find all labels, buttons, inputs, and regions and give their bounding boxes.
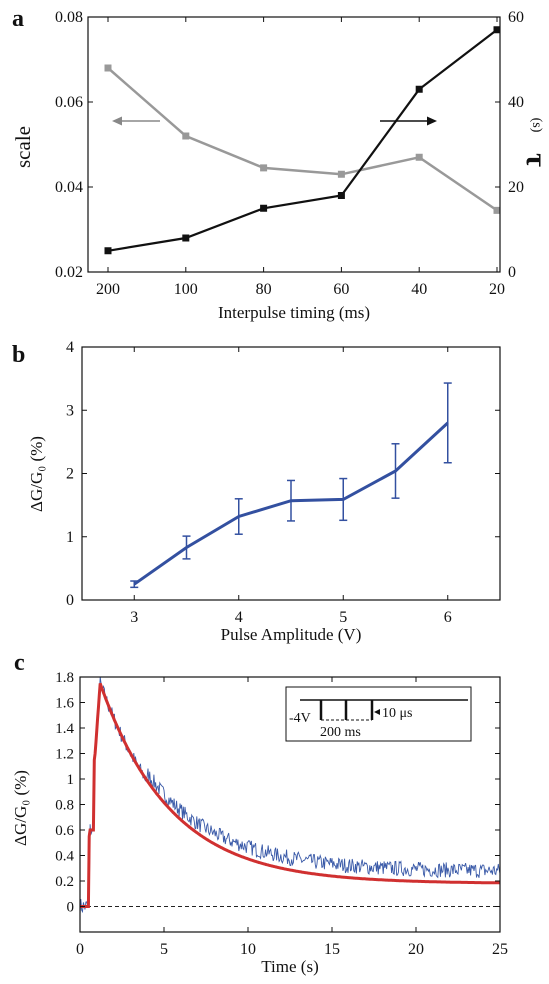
panel-c-xlabel: Time (s) — [261, 957, 318, 976]
panel-b-ytick-label: 1 — [66, 529, 74, 546]
panel-a-series — [104, 26, 501, 255]
panel-b-xlabel: Pulse Amplitude (V) — [221, 625, 362, 644]
panel-c-ytick-label: 0.8 — [55, 798, 74, 814]
inset-width-arrow — [374, 709, 380, 715]
panel-b-xtick-label: 5 — [339, 609, 347, 626]
inset-pulses — [319, 700, 374, 720]
panel-a-series-1-line — [107, 28, 498, 252]
panel-a-ytick-left-label: 0.04 — [55, 179, 83, 196]
panel-b-letter: b — [12, 342, 25, 368]
panel-c-xtick-label: 0 — [76, 941, 84, 958]
panel-b-frame — [81, 346, 501, 601]
panel-c-ytick-label: 1.6 — [55, 696, 74, 712]
panel-a-series-0-point — [182, 132, 190, 140]
panel-a-xtick-label: 40 — [411, 281, 427, 298]
inset-period-label: 200 ms — [320, 725, 361, 740]
panel-c-ytick-label: 1 — [67, 772, 75, 788]
panel-a-ytick-right-label: 40 — [508, 94, 524, 111]
panel-c-xtick-label: 20 — [408, 941, 424, 958]
panel-a-series-0-point — [260, 164, 268, 172]
panel-a-left-arrow — [112, 116, 160, 126]
panel-a-series-1-point — [104, 247, 112, 255]
panel-a-series-0-line — [107, 67, 498, 212]
inset-voltage-label: -4V — [289, 711, 311, 726]
panel-b-series — [130, 382, 452, 589]
panel-c-xtick-label: 5 — [160, 941, 168, 958]
panel-a-series-0-point — [415, 153, 423, 161]
panel-c-measured-trace — [79, 676, 501, 916]
panel-c-series — [79, 676, 501, 916]
panel-c-fit-curve — [80, 682, 501, 908]
panel-b-xtick-label: 4 — [235, 609, 243, 626]
panel-a-ylabel-left: scale — [11, 126, 35, 168]
panel-a-series-0-point — [493, 206, 501, 214]
panel-c-ytick-label: 0 — [67, 900, 75, 916]
panel-a-ytick-right-label: 20 — [508, 179, 524, 196]
panel-c-ytick-label: 1.4 — [55, 721, 74, 737]
panel-c-xtick-label: 25 — [492, 941, 508, 958]
inset-width-label: 10 μs — [382, 706, 412, 721]
panel-a-right-arrow — [380, 116, 437, 126]
panel-c-ytick-label: 0.6 — [55, 823, 74, 839]
panel-b-ytick-label: 2 — [66, 466, 74, 483]
panel-b-xtick-label: 3 — [130, 609, 138, 626]
panel-c-ytick-label: 0.2 — [55, 874, 74, 890]
panel-c-xtick-label: 15 — [324, 941, 340, 958]
panel-c-inset: -4V 200 ms 10 μs — [285, 686, 472, 742]
panel-a-xtick-label: 80 — [256, 281, 272, 298]
panel-a-ytick-right-label: 0 — [508, 264, 516, 281]
panel-a-frame — [87, 16, 501, 273]
panel-a-ytick-left-label: 0.08 — [55, 9, 83, 26]
panel-a-series-1-point — [260, 204, 268, 212]
panel-c-ylabel: ΔG/G₀ (%) — [11, 770, 30, 846]
panel-c-xtick-label: 10 — [240, 941, 256, 958]
panel-a-ytick-left-label: 0.02 — [55, 264, 83, 281]
panel-a-ytick-right-label: 60 — [508, 9, 524, 26]
panel-a-ylabel-right-unit: (s) — [529, 118, 544, 133]
panel-b-xtick-label: 6 — [444, 609, 452, 626]
panel-a-series-1-point — [493, 26, 501, 34]
panel-c: 0 5 10 15 20 25 0 0.2 0.4 0.6 0.8 1 1.2 1.4 1.6 1.8 Tim… — [11, 670, 508, 976]
panel-b-ytick-label: 0 — [66, 592, 74, 609]
panel-a-series-0-point — [104, 64, 112, 72]
panel-a-ylabel-right-symbol: τ — [520, 153, 549, 167]
panel-a-series-0-point — [337, 170, 345, 178]
panel-b-ytick-label: 3 — [66, 402, 74, 419]
panel-a-xtick-label: 200 — [96, 281, 120, 298]
panel-a-series-1-point — [182, 234, 190, 242]
panel-b-ylabel: ΔG/G₀ (%) — [27, 436, 46, 512]
panel-a-xtick-label: 60 — [333, 281, 349, 298]
panel-a-xlabel: Interpulse timing (ms) — [218, 303, 370, 322]
panel-a-xtick-label: 20 — [489, 281, 505, 298]
panel-a-series-1-point — [415, 85, 423, 93]
panel-a-ytick-left-label: 0.06 — [55, 94, 83, 111]
panel-b-ytick-label: 4 — [66, 339, 74, 356]
panel-a-letter: a — [12, 6, 24, 32]
panel-b: 3 4 5 6 0 1 2 3 4 Pulse Amplitude (V) ΔG/G₀ (%) — [27, 339, 501, 644]
panel-a-series-1-point — [337, 192, 345, 199]
panel-c-ytick-label: 0.4 — [55, 849, 74, 865]
panel-a-xtick-label: 100 — [174, 281, 198, 298]
panel-b-ticks: 3 4 5 6 0 1 2 3 4 — [66, 339, 500, 626]
panel-c-ticks: 0 5 10 15 20 25 0 0.2 0.4 0.6 0.8 1 1.2 1.4 1.6 1.8 — [55, 670, 508, 958]
panel-c-ytick-label: 1.8 — [55, 670, 74, 686]
panel-c-letter: c — [14, 650, 25, 676]
panel-c-ytick-label: 1.2 — [55, 747, 74, 763]
